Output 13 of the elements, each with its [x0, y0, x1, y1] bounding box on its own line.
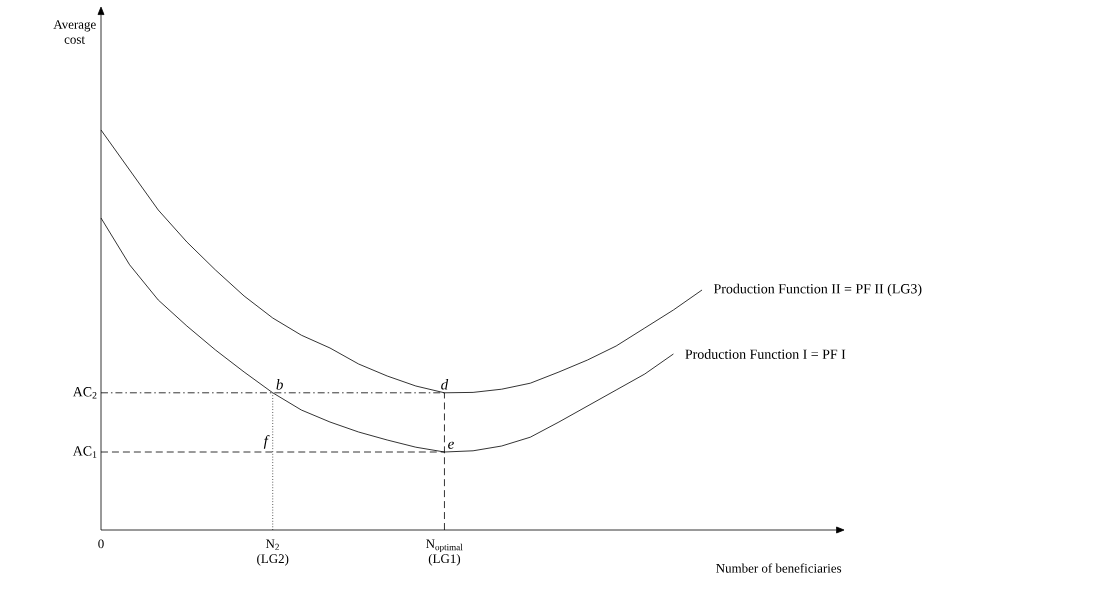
annotation: e [448, 441, 454, 449]
x-tick-label: N$_{optimal}$ (LG1) [426, 539, 463, 566]
text: Average cost [53, 20, 96, 44]
x-tick-label: 0 [98, 539, 104, 549]
x-axis-title: Number of beneficiaries [716, 563, 842, 573]
annotation: b [276, 379, 283, 390]
x-tick-label: N$_{2}$ (LG2) [257, 539, 289, 566]
annotation: f [263, 435, 270, 449]
ref-line-label: AC$_{2}$ [72, 387, 97, 399]
series-label: Production Function I = PF I [685, 349, 846, 359]
series-label: Production Function II = PF II (LG3) [713, 283, 922, 297]
annotation: d [441, 379, 449, 390]
ref-line-label: AC$_{1}$ [72, 446, 97, 458]
